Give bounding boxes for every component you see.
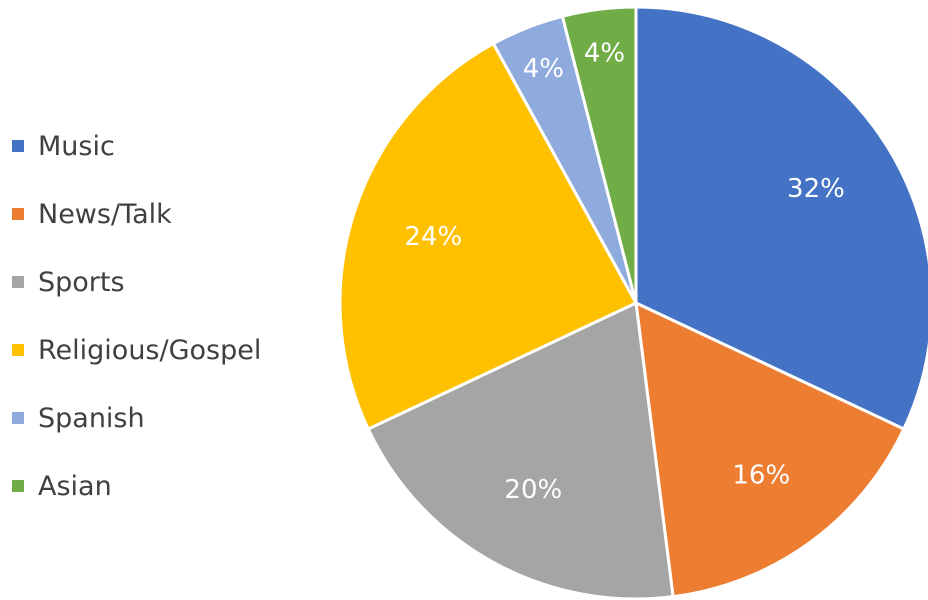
legend-label-religious-gospel: Religious/Gospel	[38, 334, 262, 366]
data-label-religious-gospel: 24%	[404, 222, 462, 252]
data-label-spanish: 4%	[523, 54, 564, 84]
pie-slice-asian	[560, 5, 638, 305]
legend-item-news-talk: News/Talk	[12, 180, 261, 248]
pie-slice-religious-gospel	[338, 42, 638, 431]
legend-swatch-news-talk	[12, 208, 24, 220]
pie-slice-news-talk	[634, 301, 906, 599]
legend: Music News/Talk Sports Religious/Gospel …	[12, 112, 261, 520]
data-label-asian: 4%	[584, 38, 625, 68]
legend-swatch-spanish	[12, 412, 24, 424]
legend-item-spanish: Spanish	[12, 384, 261, 452]
legend-item-sports: Sports	[12, 248, 261, 316]
data-label-news-talk: 16%	[732, 460, 790, 490]
legend-label-sports: Sports	[38, 266, 125, 298]
legend-swatch-music	[12, 140, 24, 152]
legend-label-music: Music	[38, 130, 115, 162]
legend-item-asian: Asian	[12, 452, 261, 520]
legend-label-asian: Asian	[38, 470, 112, 502]
legend-item-music: Music	[12, 112, 261, 180]
legend-swatch-religious-gospel	[12, 344, 24, 356]
legend-swatch-asian	[12, 480, 24, 492]
data-label-music: 32%	[787, 174, 845, 204]
legend-item-religious-gospel: Religious/Gospel	[12, 316, 261, 384]
pie-slice-sports	[366, 301, 675, 600]
legend-label-spanish: Spanish	[38, 402, 145, 434]
legend-label-news-talk: News/Talk	[38, 198, 172, 230]
legend-swatch-sports	[12, 276, 24, 288]
data-label-sports: 20%	[504, 475, 562, 505]
